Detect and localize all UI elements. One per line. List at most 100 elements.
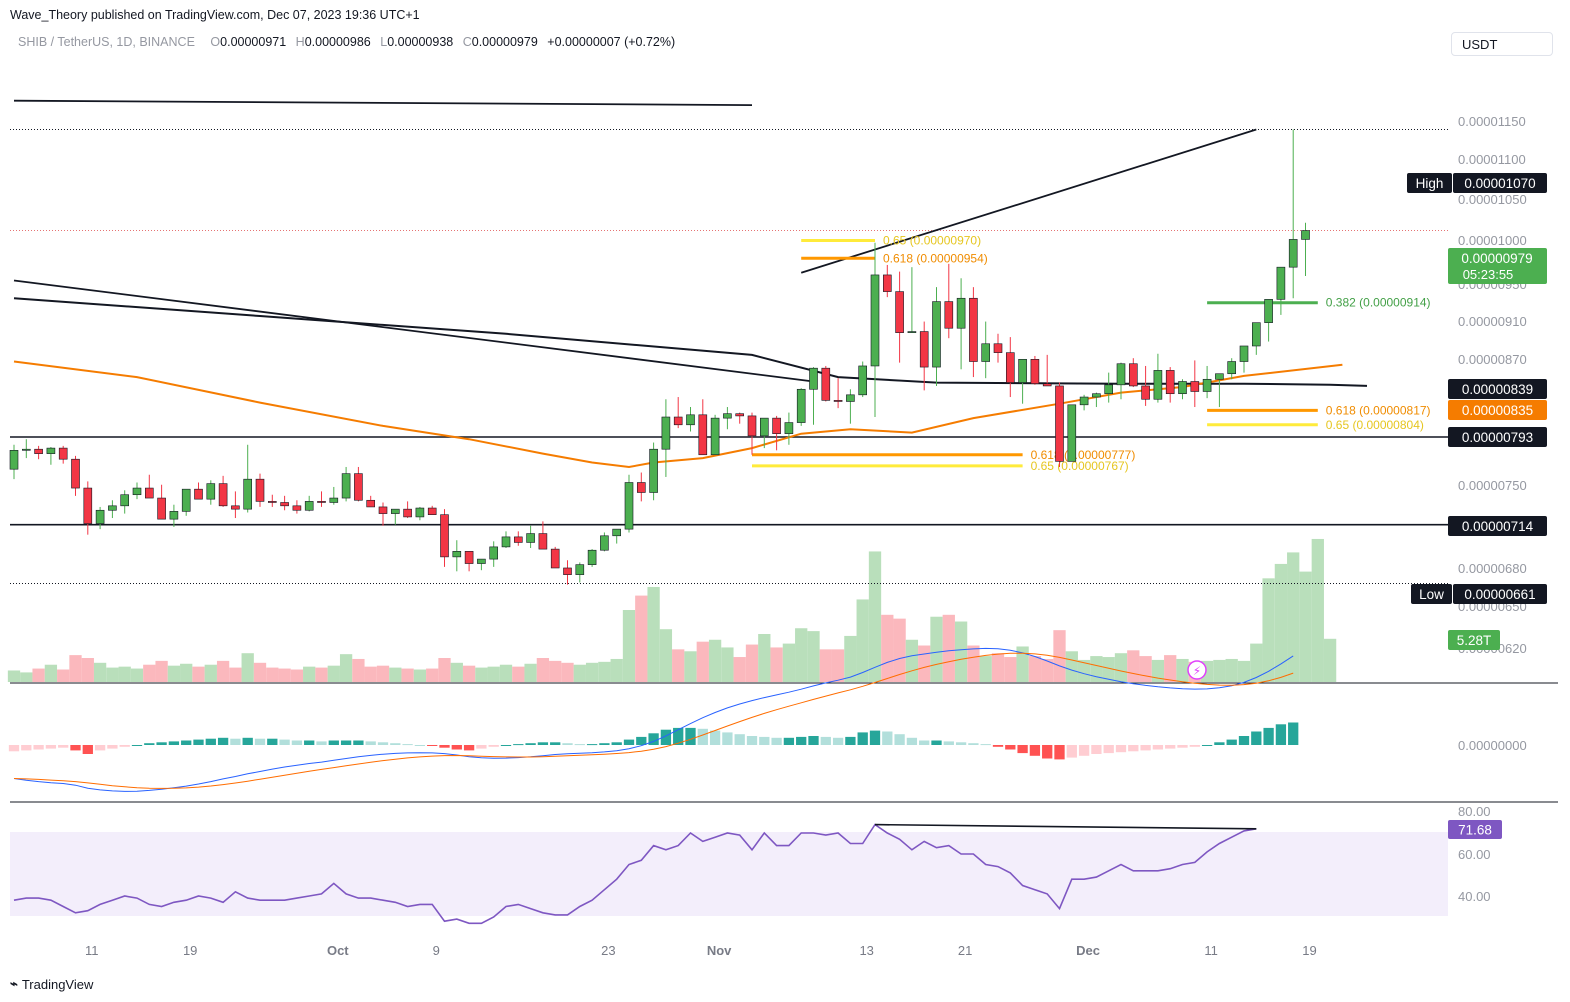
macd-histogram-bar [1066,745,1077,758]
publisher-header: Wave_Theory published on TradingView.com… [10,8,420,22]
candle-body [747,415,757,437]
macd-histogram-bar [193,739,204,745]
volume-bar [241,653,254,682]
candle-body [796,388,806,423]
trend-line [13,279,814,383]
candle-body [1092,393,1101,398]
last-price-box [1448,248,1547,284]
macd-histogram-bar [1251,731,1262,745]
candle-body [661,416,671,450]
macd-histogram-bar [254,738,266,745]
price-tick-label: 0.00000870 [1458,352,1527,367]
candles-layer [9,129,1310,585]
volume-bar [598,661,611,682]
fib-label: 0.618 (0.00000954) [883,251,988,265]
candle-body [489,546,499,560]
macd-histogram-bar [992,745,1004,747]
price-tick-label: 0.00000910 [1458,314,1527,329]
macd-histogram-bar [1275,724,1287,745]
macd-histogram-bar [156,742,167,745]
volume-bar [856,599,869,682]
volume-bar [1102,657,1115,682]
macd-histogram-bar [709,730,721,745]
high-tag-box [1407,173,1452,193]
volume-bar [44,664,58,682]
candle-body [895,291,904,333]
symbol-label[interactable]: SHIB / TetherUS, 1D, BINANCE [18,35,195,49]
macd-histogram-bar [832,737,844,745]
macd-histogram-bar [1103,745,1114,754]
volume-bar [475,667,488,682]
candle-body [280,502,289,507]
candle-body [292,505,302,511]
macd-histogram-bar [685,727,696,745]
volume-bar [352,658,365,682]
volume-bar [253,662,267,682]
volume-bar [1164,655,1177,682]
price-labels-layer: High 0.00001070 Low 0.00000661 0.0000097905:… [1187,173,1547,839]
volume-bar [585,662,599,682]
time-tick-label: 11 [85,943,99,958]
volume-bar [758,634,771,682]
sma-200-tag-box [1448,379,1547,399]
open-value: 0.00000971 [220,35,287,49]
axis-layer: 0.00001150 0.00001100 0.00001050 0.00001000… [85,114,1527,958]
macd-histogram-bar [845,736,856,745]
volume-bar [20,672,33,682]
volume-bar [364,666,377,682]
candle-body [34,448,43,454]
last-price-tag: 0.00000979 [1461,251,1532,266]
volume-bar [93,662,107,682]
time-tick-label: 11 [1204,943,1218,958]
volume-bar [831,649,845,682]
macd-histogram-bar [94,745,106,751]
macd-histogram-bar [414,745,426,746]
volume-bar [376,665,390,682]
macd-histogram-bar [45,745,57,749]
macd-histogram-bar [808,736,819,745]
macd-histogram-bar [230,738,241,745]
candle-body [71,458,80,489]
ema-50-tag-box [1448,400,1547,420]
volume-bar [512,666,525,682]
volume-bar [1225,658,1238,682]
high-price-tag: 0.00001070 [1464,176,1535,191]
macd-histogram-bar [906,737,918,745]
candle-body [427,507,437,516]
candle-body [1104,384,1113,395]
macd-histogram-bar [783,737,795,745]
volume-bar [844,635,857,682]
macd-histogram-bar [205,738,216,745]
tradingview-logo-icon: ⌁ [10,976,18,991]
macd-histogram-bar [402,744,413,746]
candle-body [784,422,794,434]
candle-body [956,297,966,329]
candle-body [403,508,412,518]
macd-histogram-bar [943,741,954,745]
volume-bar [438,658,451,682]
volume-bar [450,662,463,682]
currency-selector[interactable]: USDT [1451,32,1553,56]
candle-body [735,413,745,417]
macd-histogram-bar [8,745,20,752]
volume-bar [745,644,759,682]
candle-body [1005,352,1015,383]
macd-histogram-bar [119,745,130,747]
macd-histogram-bar [267,738,278,745]
volume-bar [57,669,70,682]
candle-body [993,343,1003,353]
macd-histogram-bar [1078,745,1090,756]
level-793-tag-box [1448,427,1547,447]
low-tag-box [1411,584,1452,604]
macd-histogram-bar [21,745,32,751]
levels-layer [10,99,1448,585]
candle-body [1288,239,1298,268]
macd-histogram-bar [107,745,118,749]
sma-200-tag: 0.00000839 [1462,382,1533,397]
footer: ⌁ TradingView [10,976,93,992]
fib-layer: 0.65 (0.00000970) 0.618 (0.00000954) 0.382… [752,234,1431,473]
time-tick-label: 19 [1302,943,1316,958]
macd-histogram-bar [513,744,524,746]
volume-bar [819,649,832,682]
